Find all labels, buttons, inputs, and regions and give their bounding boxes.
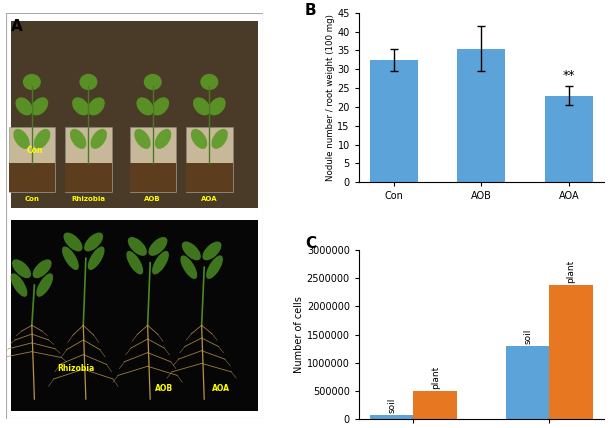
Ellipse shape [10, 273, 27, 297]
Ellipse shape [31, 97, 48, 116]
Bar [186, 127, 232, 192]
Ellipse shape [84, 232, 103, 251]
Ellipse shape [88, 247, 104, 270]
Ellipse shape [62, 247, 79, 270]
Bar [9, 163, 55, 192]
Text: plant: plant [431, 366, 440, 389]
Ellipse shape [90, 129, 107, 149]
Text: soil: soil [387, 398, 397, 413]
Ellipse shape [193, 97, 210, 116]
Ellipse shape [206, 256, 223, 279]
Text: A: A [11, 19, 23, 34]
Bar [129, 127, 176, 192]
Text: AOB: AOB [145, 196, 161, 202]
Ellipse shape [72, 97, 89, 116]
Bar [549, 285, 593, 419]
Ellipse shape [203, 241, 221, 260]
Y-axis label: Number of cells: Number of cells [294, 296, 304, 373]
Ellipse shape [63, 232, 82, 251]
Text: AOA: AOA [212, 384, 230, 393]
Ellipse shape [182, 241, 201, 260]
Bar [186, 163, 232, 192]
Text: AOB: AOB [156, 384, 173, 393]
Ellipse shape [34, 129, 51, 149]
Text: B: B [305, 3, 317, 18]
Ellipse shape [137, 97, 154, 116]
Ellipse shape [152, 251, 169, 274]
Bar [11, 220, 258, 411]
Ellipse shape [200, 74, 218, 90]
Bar [9, 127, 55, 192]
Text: **: ** [562, 69, 575, 82]
Ellipse shape [155, 129, 171, 149]
Bar [370, 60, 418, 182]
Text: AOA: AOA [201, 196, 218, 202]
Text: Con: Con [24, 196, 39, 202]
Ellipse shape [15, 97, 33, 116]
Ellipse shape [209, 97, 226, 116]
Ellipse shape [23, 74, 41, 90]
Bar [458, 49, 506, 182]
Text: soil: soil [523, 328, 532, 344]
Ellipse shape [144, 74, 162, 90]
Text: Con: Con [27, 146, 43, 155]
Ellipse shape [70, 129, 87, 149]
Ellipse shape [148, 237, 167, 256]
Ellipse shape [152, 97, 169, 116]
Ellipse shape [13, 129, 30, 149]
Bar [11, 21, 258, 208]
Text: Rhizobia: Rhizobia [71, 196, 106, 202]
Y-axis label: Nodule number / root weight (100 mg): Nodule number / root weight (100 mg) [326, 14, 334, 181]
Bar [414, 391, 457, 419]
Ellipse shape [128, 237, 147, 256]
Bar [370, 415, 414, 419]
Ellipse shape [12, 259, 31, 278]
Text: Rhizobia: Rhizobia [57, 364, 95, 373]
Bar [65, 127, 112, 192]
Text: C: C [305, 237, 316, 252]
Ellipse shape [37, 273, 53, 297]
Bar [506, 346, 549, 419]
Ellipse shape [212, 129, 228, 149]
Bar [545, 96, 593, 182]
Ellipse shape [32, 259, 52, 278]
Ellipse shape [134, 129, 151, 149]
Ellipse shape [191, 129, 207, 149]
Text: plant: plant [567, 259, 575, 283]
Bar [65, 163, 112, 192]
Bar [129, 163, 176, 192]
Ellipse shape [79, 74, 98, 90]
Ellipse shape [181, 256, 197, 279]
Ellipse shape [126, 251, 143, 274]
Ellipse shape [87, 97, 105, 116]
